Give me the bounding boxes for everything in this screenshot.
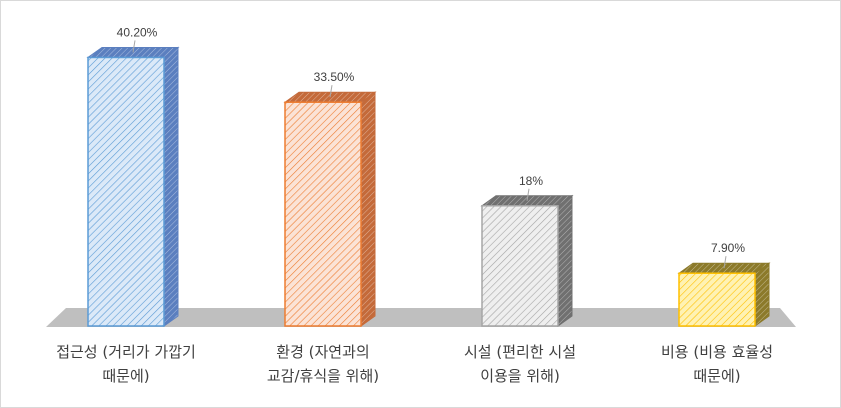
category-label-line: 시설 (편리한 시설 <box>464 343 576 361</box>
value-label-4: 7.90% <box>711 241 745 255</box>
bar-3 <box>480 194 574 327</box>
bar-4 <box>677 262 771 327</box>
value-label-1: 40.20% <box>117 25 158 39</box>
category-label-line: 이용을 위해) <box>480 367 560 385</box>
value-leader-line <box>132 40 136 53</box>
value-label-3: 18% <box>519 174 543 188</box>
category-label-line: 환경 (자연과의 <box>276 343 370 361</box>
category-label-line: 접근성 (거리가 가깝기 <box>56 343 196 361</box>
category-label-line: 교감/휴식을 위해) <box>266 367 380 385</box>
bar-1 <box>86 46 180 327</box>
category-label-line: 때문에) <box>693 367 741 385</box>
value-leader-line <box>526 188 530 201</box>
bar-side <box>163 46 179 327</box>
bar-front <box>87 56 165 327</box>
category-label-line: 때문에) <box>102 367 150 385</box>
chart-floor <box>46 308 796 327</box>
bar-side <box>557 194 573 327</box>
bar-front <box>284 101 362 327</box>
bar-front <box>678 272 756 327</box>
category-label-line: 비용 (비용 효율성 <box>661 343 773 361</box>
bar-front <box>481 205 559 327</box>
value-label-2: 33.50% <box>314 70 355 84</box>
bar-2 <box>283 91 377 327</box>
value-leader-line <box>723 256 727 269</box>
bar-side <box>360 91 376 327</box>
bar-side <box>754 262 770 327</box>
value-leader-line <box>329 85 333 98</box>
